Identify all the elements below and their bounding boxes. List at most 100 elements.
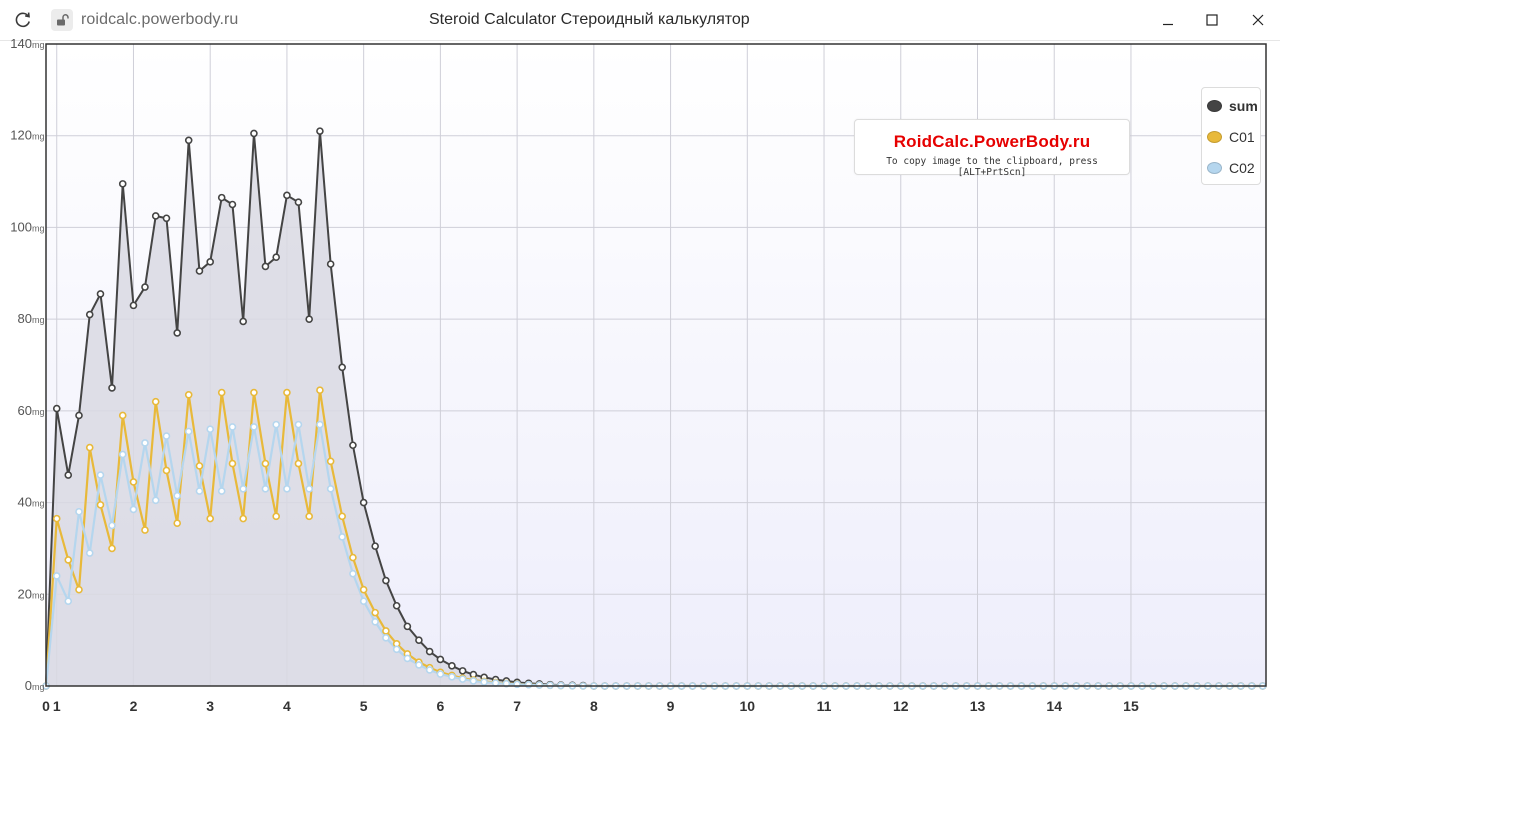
data-point-c01-3 — [75, 585, 83, 594]
data-point-sum-1 — [52, 404, 61, 413]
data-point-sum-15 — [206, 258, 215, 266]
data-point-c02-15 — [206, 425, 215, 434]
data-point-sum-18 — [239, 317, 247, 326]
y-tick-label-120: 120 — [10, 128, 32, 143]
y-tick-label-100: 100 — [10, 219, 32, 234]
data-point-c02-18 — [239, 485, 247, 493]
y-tick-unit-120: mg — [32, 132, 45, 142]
y-tick-unit-20: mg — [32, 590, 45, 600]
data-point-sum-16 — [217, 193, 226, 202]
legend-item-c01[interactable]: C01 — [1207, 127, 1255, 147]
data-point-c02-34 — [415, 661, 423, 669]
data-point-sum-8 — [129, 301, 138, 310]
legend-swatch-sum — [1207, 100, 1222, 112]
data-point-sum-22 — [283, 191, 291, 200]
legend-label-sum: sum — [1229, 98, 1258, 114]
data-point-sum-10 — [151, 212, 160, 220]
x-tick-label-14: 14 — [1046, 698, 1062, 714]
site-info[interactable]: roidcalc.powerbody.ru — [51, 8, 238, 32]
minimize-button[interactable] — [1151, 6, 1185, 34]
data-point-c02-3 — [75, 507, 83, 516]
legend-item-c02[interactable]: C02 — [1207, 158, 1255, 178]
data-point-c02-25 — [316, 420, 324, 429]
x-tick-label-15: 15 — [1123, 698, 1139, 714]
data-point-sum-14 — [195, 267, 204, 275]
y-tick-label-40: 40 — [18, 495, 32, 510]
data-point-c02-13 — [184, 427, 193, 436]
legend-label-c01: C01 — [1229, 129, 1255, 145]
data-point-c02-1 — [52, 572, 61, 580]
watermark-box: RoidCalc.PowerBody.ru To copy image to t… — [854, 119, 1130, 178]
data-point-c02-7 — [118, 450, 127, 459]
data-point-c02-21 — [272, 420, 280, 429]
data-point-c02-19 — [250, 423, 258, 431]
data-point-c02-29 — [359, 597, 368, 605]
legend-item-sum[interactable]: sum — [1207, 96, 1258, 116]
y-tick-unit-40: mg — [32, 499, 45, 509]
data-point-c01-2 — [64, 556, 73, 564]
data-point-c02-32 — [392, 645, 401, 654]
x-tick-label-3: 3 — [206, 698, 214, 714]
data-point-c01-25 — [316, 386, 324, 395]
maximize-button[interactable] — [1195, 6, 1229, 34]
data-point-c02-2 — [64, 597, 73, 605]
data-point-c02-5 — [96, 471, 105, 479]
watermark-brand: RoidCalc.PowerBody.ru — [893, 132, 1091, 151]
x-tick-label-13: 13 — [970, 698, 986, 714]
data-point-c02-33 — [403, 654, 412, 663]
data-point-sum-21 — [272, 253, 280, 262]
data-point-c02-41 — [491, 679, 500, 687]
minimize-icon — [1163, 23, 1173, 26]
data-point-sum-37 — [448, 662, 456, 670]
data-point-sum-28 — [349, 441, 357, 450]
data-point-c01-4 — [85, 443, 94, 452]
data-point-c01-7 — [118, 411, 127, 420]
data-point-c02-31 — [382, 634, 390, 642]
data-point-c01-1 — [52, 514, 61, 523]
data-point-sum-11 — [162, 214, 171, 223]
data-point-c02-45 — [535, 681, 544, 689]
data-point-sum-24 — [305, 315, 313, 323]
data-point-c02-12 — [173, 491, 182, 500]
data-point-sum-26 — [326, 260, 335, 268]
data-point-c02-11 — [162, 432, 171, 440]
data-point-c01-22 — [283, 388, 291, 397]
reload-icon[interactable] — [12, 9, 34, 31]
data-point-sum-32 — [392, 601, 401, 610]
data-point-c01-12 — [173, 519, 182, 528]
data-point-c02-17 — [228, 423, 237, 431]
data-point-c02-28 — [349, 569, 357, 578]
data-point-c01-18 — [239, 514, 247, 523]
data-point-sum-36 — [436, 655, 445, 664]
data-point-sum-13 — [184, 136, 193, 145]
data-point-c02-22 — [283, 485, 291, 493]
y-tick-unit-0: mg — [32, 682, 45, 692]
data-point-c01-6 — [108, 544, 116, 553]
data-point-c02-27 — [338, 533, 346, 541]
data-point-c01-26 — [326, 457, 335, 466]
close-button[interactable] — [1241, 6, 1275, 34]
data-point-c02-14 — [195, 487, 204, 495]
data-point-c02-39 — [469, 677, 478, 685]
x-tick-label-2: 2 — [130, 698, 138, 714]
unlocked-lock-icon[interactable] — [51, 9, 73, 31]
data-point-c02-38 — [458, 675, 467, 683]
area-sum — [46, 131, 594, 687]
data-point-sum-38 — [458, 667, 467, 675]
data-point-sum-2 — [64, 471, 73, 479]
x-tick-label-9: 9 — [667, 698, 675, 714]
data-point-sum-17 — [228, 200, 237, 209]
y-tick-unit-60: mg — [32, 407, 45, 417]
y-tick-label-20: 20 — [18, 586, 32, 601]
data-point-sum-33 — [403, 622, 412, 631]
x-tick-label-0: 0 — [42, 698, 50, 714]
data-point-c02-37 — [448, 673, 456, 681]
site-url[interactable]: roidcalc.powerbody.ru — [81, 11, 239, 28]
data-point-sum-12 — [173, 329, 182, 337]
legend-swatch-c02 — [1207, 162, 1222, 174]
x-tick-label-1: 1 — [53, 698, 61, 714]
y-tick-unit-100: mg — [32, 223, 45, 233]
data-point-c02-36 — [436, 670, 445, 678]
data-point-sum-23 — [294, 198, 303, 207]
